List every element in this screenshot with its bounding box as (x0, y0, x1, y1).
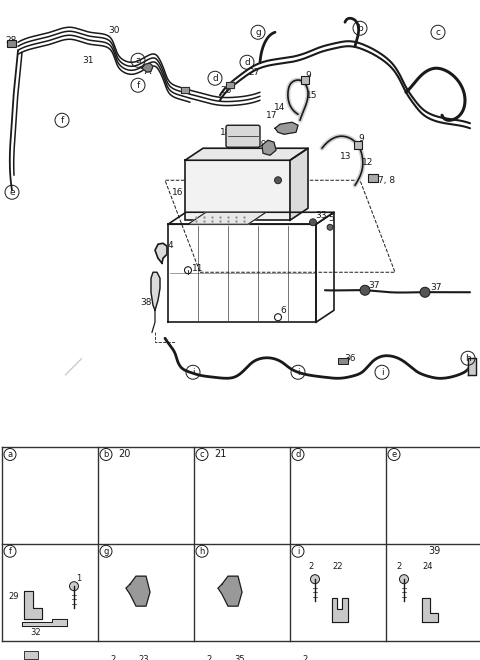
Text: c: c (435, 28, 441, 37)
Circle shape (311, 575, 320, 583)
Text: 9: 9 (305, 71, 311, 80)
Text: 2: 2 (308, 562, 313, 571)
Polygon shape (290, 148, 308, 220)
FancyBboxPatch shape (338, 358, 348, 364)
Text: g: g (255, 28, 261, 37)
Text: 27: 27 (248, 68, 259, 77)
Text: d: d (212, 74, 218, 82)
Text: 29: 29 (8, 591, 19, 601)
Text: e: e (391, 450, 396, 459)
Polygon shape (188, 213, 266, 224)
Polygon shape (218, 576, 242, 606)
Text: 33: 33 (278, 163, 289, 172)
Text: 19: 19 (256, 140, 267, 148)
Text: b: b (103, 450, 108, 459)
Circle shape (310, 218, 316, 226)
Text: i: i (297, 546, 299, 556)
Polygon shape (155, 244, 167, 263)
Polygon shape (422, 598, 438, 622)
Polygon shape (275, 122, 298, 134)
Text: d: d (244, 58, 250, 67)
Polygon shape (65, 358, 82, 376)
Text: 39: 39 (428, 546, 440, 556)
Text: d: d (295, 450, 300, 459)
Text: 26: 26 (220, 86, 231, 95)
FancyBboxPatch shape (354, 141, 362, 149)
Text: f: f (9, 546, 12, 556)
FancyBboxPatch shape (7, 40, 16, 48)
Text: 37: 37 (368, 280, 380, 290)
Text: 2: 2 (110, 655, 115, 660)
Text: 37: 37 (430, 282, 442, 292)
Text: 36: 36 (344, 354, 356, 363)
Text: a: a (135, 55, 141, 65)
Polygon shape (185, 148, 308, 160)
Text: 17: 17 (266, 111, 277, 119)
Text: 35: 35 (234, 655, 245, 660)
Polygon shape (24, 591, 42, 619)
Text: h: h (199, 546, 204, 556)
Text: 30: 30 (108, 26, 120, 35)
Text: 13: 13 (340, 152, 351, 161)
Circle shape (420, 287, 430, 297)
Text: 10: 10 (240, 216, 252, 225)
Text: 21: 21 (214, 449, 227, 459)
FancyBboxPatch shape (301, 77, 309, 84)
Text: 16: 16 (172, 187, 183, 197)
Text: 5: 5 (328, 214, 334, 223)
Circle shape (360, 285, 370, 295)
Text: 38: 38 (140, 298, 152, 307)
Text: 22: 22 (332, 562, 343, 571)
Text: 32: 32 (30, 628, 41, 636)
Text: 15: 15 (306, 90, 317, 100)
Polygon shape (262, 141, 276, 155)
Text: 2: 2 (206, 655, 211, 660)
Text: 20: 20 (118, 449, 131, 459)
Circle shape (327, 224, 333, 230)
Text: h: h (465, 354, 471, 363)
Text: 2: 2 (396, 562, 401, 571)
Text: 4: 4 (168, 241, 174, 249)
Text: i: i (381, 368, 384, 377)
Polygon shape (126, 576, 150, 606)
Text: f: f (60, 115, 64, 125)
Text: 28: 28 (5, 36, 16, 45)
Text: 18: 18 (220, 128, 231, 137)
Text: 14: 14 (274, 103, 286, 112)
Text: i: i (192, 368, 194, 377)
Polygon shape (142, 63, 153, 72)
Text: 31: 31 (82, 55, 94, 65)
Text: 1: 1 (76, 574, 81, 583)
Text: 7, 8: 7, 8 (378, 176, 395, 185)
FancyBboxPatch shape (226, 125, 260, 147)
FancyBboxPatch shape (368, 174, 378, 182)
Text: 11: 11 (192, 264, 204, 273)
Text: f: f (136, 81, 140, 90)
Polygon shape (151, 272, 160, 310)
Polygon shape (468, 358, 476, 376)
Polygon shape (332, 598, 348, 622)
Text: 9: 9 (358, 134, 364, 143)
Text: 23: 23 (138, 655, 149, 660)
Text: g: g (103, 546, 108, 556)
Text: 2: 2 (302, 655, 307, 660)
Text: e: e (9, 187, 15, 197)
Circle shape (70, 581, 79, 591)
Circle shape (275, 177, 281, 183)
Text: i: i (297, 368, 300, 377)
FancyBboxPatch shape (24, 651, 38, 659)
Polygon shape (22, 619, 67, 626)
Text: 6: 6 (280, 306, 286, 315)
FancyBboxPatch shape (185, 160, 290, 220)
Text: c: c (200, 450, 204, 459)
Text: a: a (7, 450, 12, 459)
Polygon shape (226, 82, 234, 88)
Polygon shape (181, 87, 189, 93)
Text: 24: 24 (422, 562, 432, 571)
Circle shape (399, 575, 408, 583)
Text: b: b (357, 24, 363, 33)
Text: 12: 12 (362, 158, 373, 167)
Text: 33: 33 (315, 211, 326, 220)
